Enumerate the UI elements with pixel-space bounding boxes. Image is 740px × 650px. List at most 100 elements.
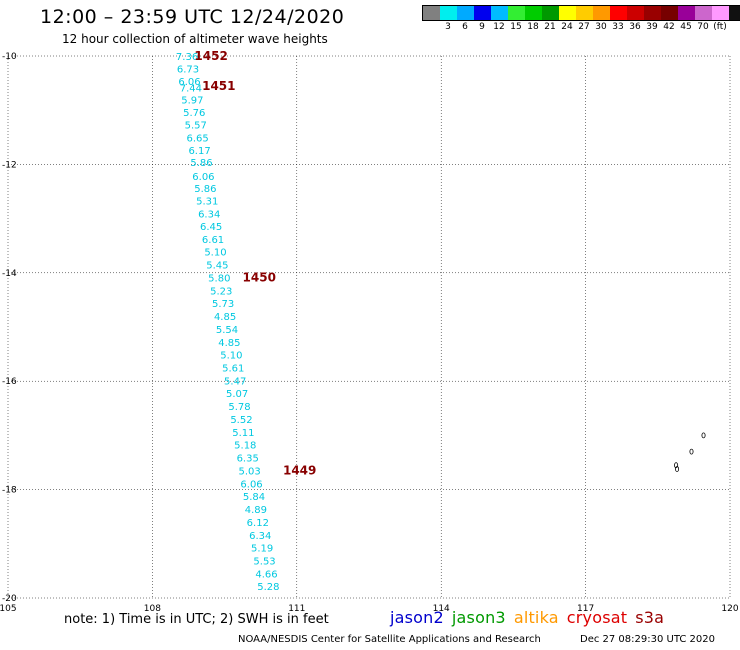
swh-label: 5.52 [230, 415, 252, 426]
satellite-jason2: jason2 [390, 608, 444, 627]
legend-swatch [440, 6, 457, 20]
swh-label: 6.35 [237, 454, 259, 465]
legend-swatch [729, 6, 740, 20]
x-tick-label: 120 [721, 604, 738, 614]
swh-label: 7.44 [180, 83, 202, 94]
swh-label: 5.23 [210, 287, 232, 298]
swh-label: 5.10 [204, 248, 226, 259]
legend-swatch [542, 6, 559, 20]
swh-label: 6.61 [202, 235, 224, 246]
legend-swatch [559, 6, 576, 20]
swh-label: 5.47 [224, 377, 246, 388]
swh-label: 5.78 [228, 402, 250, 413]
y-tick-label: -18 [2, 486, 17, 496]
legend-label: 36 [629, 22, 641, 32]
island-outline [674, 462, 679, 469]
swh-label: 4.66 [255, 570, 277, 581]
swh-label: 5.57 [185, 120, 207, 131]
satellite-altika: altika [513, 608, 559, 627]
swh-label: 6.06 [240, 480, 262, 491]
island-outline [675, 466, 680, 472]
map-grid [7, 55, 731, 599]
y-tick-label: -10 [2, 52, 17, 62]
satellite-cryosat: cryosat [566, 608, 628, 627]
swh-label: 6.34 [249, 531, 271, 542]
swh-label: 5.03 [238, 467, 260, 478]
legend-label: 12 [493, 22, 505, 32]
legend-label: 21 [544, 22, 556, 32]
swh-label: 6.34 [198, 210, 220, 221]
legend-label: 18 [527, 22, 539, 32]
y-tick-label: -14 [2, 269, 17, 279]
y-tick-label: -20 [2, 594, 17, 604]
legend-label: 45 [680, 22, 692, 32]
swh-label: 7.36 [176, 52, 198, 63]
swh-label: 5.53 [253, 557, 275, 568]
legend-swatch [712, 6, 729, 20]
legend-label: 6 [462, 22, 468, 32]
legend-label: 9 [479, 22, 485, 32]
legend-label: 15 [510, 22, 522, 32]
swh-points: 7.366.736.067.445.975.765.576.656.175.86… [176, 52, 280, 593]
legend-label: 30 [595, 22, 607, 32]
swh-label: 4.89 [245, 505, 267, 516]
swh-label: 5.31 [196, 197, 218, 208]
swh-label: 6.06 [192, 172, 214, 183]
axis-ticks: 105 108 111 114 117 120 -10 -12 -14 -16 -18 -20 [0, 52, 739, 614]
swh-label: 6.65 [187, 133, 209, 144]
y-tick-label: -12 [2, 160, 17, 170]
legend-swatch [474, 6, 491, 20]
swh-label: 6.17 [188, 146, 210, 157]
time-labels: 1452 1451 1450 1449 [194, 49, 316, 478]
x-tick-label: 114 [433, 604, 450, 614]
legend-label: 33 [612, 22, 624, 32]
swh-label: 5.18 [234, 441, 256, 452]
satellite-legend: jason2 jason3 altika cryosat s3a [390, 608, 672, 627]
satellite-s3a: s3a [635, 608, 665, 627]
swh-label: 5.54 [216, 325, 238, 336]
legend-swatch [491, 6, 508, 20]
time-label: 1451 [202, 79, 235, 93]
legend-swatch [508, 6, 525, 20]
legend-swatches [422, 5, 740, 21]
islands [674, 432, 706, 472]
time-label: 1449 [283, 464, 316, 478]
x-tick-label: 117 [577, 604, 594, 614]
x-tick-label: 108 [144, 604, 161, 614]
page-subtitle: 12 hour collection of altimeter wave hei… [62, 32, 328, 46]
swh-label: 5.07 [226, 389, 248, 400]
swh-label: 5.45 [206, 261, 228, 272]
legend-swatch [627, 6, 644, 20]
swh-label: 5.84 [243, 492, 265, 503]
page-title: 12:00 – 23:59 UTC 12/24/2020 [40, 6, 345, 28]
footer-note: note: 1) Time is in UTC; 2) SWH is in fe… [64, 612, 329, 627]
legend-label: 39 [646, 22, 658, 32]
wave-height-legend: 3 6 9 12 15 18 21 24 27 30 33 36 39 42 45 70 (ft) [422, 5, 740, 36]
swh-label: 5.28 [257, 582, 279, 593]
swh-label: 5.76 [183, 108, 205, 119]
island-outline [701, 432, 706, 439]
legend-swatch [644, 6, 661, 20]
legend-label: 3 [445, 22, 451, 32]
swh-label: 5.10 [220, 351, 242, 362]
swh-label: 6.06 [178, 77, 200, 88]
swh-label: 5.19 [251, 544, 273, 555]
swh-label: 6.12 [247, 518, 269, 529]
swh-label: 6.73 [177, 64, 199, 75]
satellite-jason3: jason3 [451, 608, 506, 627]
legend-swatch [525, 6, 542, 20]
generated-timestamp: Dec 27 08:29:30 UTC 2020 [580, 634, 715, 645]
island-outline [689, 448, 694, 455]
legend-swatch [678, 6, 695, 20]
swh-label: 5.61 [222, 364, 244, 375]
legend-swatch [661, 6, 678, 20]
footer-credit: NOAA/NESDIS Center for Satellite Applica… [238, 634, 541, 645]
legend-swatch [423, 6, 440, 20]
legend-swatch [695, 6, 712, 20]
legend-label: 42 [663, 22, 675, 32]
y-tick-label: -16 [2, 377, 17, 387]
swh-label: 6.45 [200, 222, 222, 233]
swh-label: 5.97 [181, 95, 203, 106]
time-label: 1450 [243, 271, 276, 285]
